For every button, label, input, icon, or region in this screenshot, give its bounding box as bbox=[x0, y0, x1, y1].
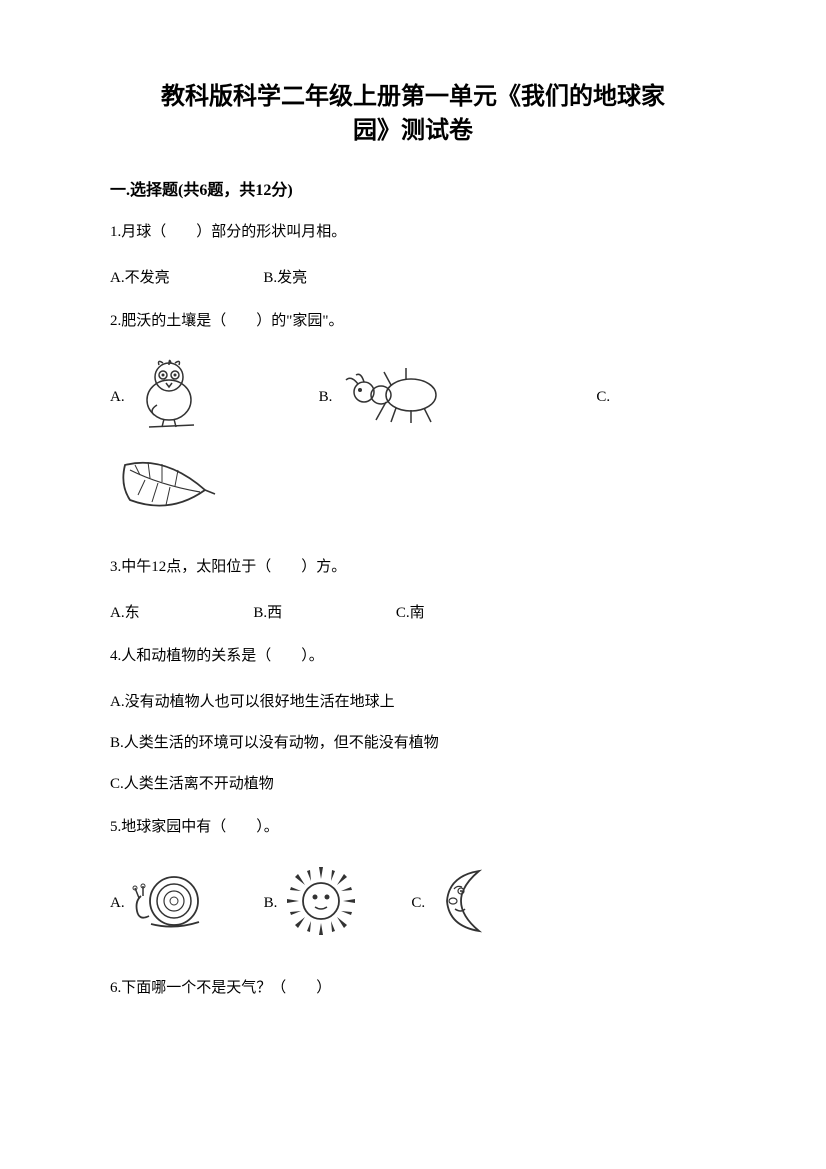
q3-option-c: C.南 bbox=[396, 601, 425, 622]
leaf-icon bbox=[110, 450, 220, 525]
q1-option-a: A.不发亮 bbox=[110, 266, 170, 287]
question-5-options: A. B. bbox=[110, 861, 716, 946]
question-1: 1.月球（ ）部分的形状叫月相。 bbox=[110, 220, 716, 244]
question-2: 2.肥沃的土壤是（ ）的"家园"。 bbox=[110, 309, 716, 333]
q4-option-c: C.人类生活离不开动植物 bbox=[110, 772, 716, 793]
page-title: 教科版科学二年级上册第一单元《我们的地球家 园》测试卷 bbox=[110, 80, 716, 148]
q4-option-b: B.人类生活的环境可以没有动物，但不能没有植物 bbox=[110, 731, 716, 752]
title-line-1: 教科版科学二年级上册第一单元《我们的地球家 bbox=[110, 80, 716, 114]
section-1-header: 一.选择题(共6题，共12分) bbox=[110, 176, 716, 200]
sun-icon bbox=[281, 861, 361, 946]
question-4-options: A.没有动植物人也可以很好地生活在地球上 B.人类生活的环境可以没有动物，但不能… bbox=[110, 690, 716, 793]
question-4: 4.人和动植物的关系是（ ）。 bbox=[110, 644, 716, 668]
q3-option-a: A.东 bbox=[110, 601, 140, 622]
q4-option-a: A.没有动植物人也可以很好地生活在地球上 bbox=[110, 690, 716, 711]
q5-option-b-label: B. bbox=[264, 895, 278, 912]
question-3-options: A.东 B.西 C.南 bbox=[110, 601, 716, 622]
moon-icon bbox=[429, 861, 504, 946]
q5-option-c-label: C. bbox=[411, 895, 425, 912]
q2-option-b-label: B. bbox=[319, 389, 333, 406]
q1-option-b: B.发亮 bbox=[263, 266, 307, 287]
q3-option-b: B.西 bbox=[253, 601, 282, 622]
q5-option-a-label: A. bbox=[110, 895, 125, 912]
q2-option-c-label: C. bbox=[596, 389, 610, 406]
question-2-options-row1: A. B. bbox=[110, 355, 716, 440]
snail-icon bbox=[129, 866, 214, 941]
title-line-2: 园》测试卷 bbox=[110, 114, 716, 148]
ant-icon bbox=[336, 360, 446, 435]
q2-option-a-label: A. bbox=[110, 389, 125, 406]
question-3: 3.中午12点，太阳位于（ ）方。 bbox=[110, 555, 716, 579]
question-5: 5.地球家园中有（ ）。 bbox=[110, 815, 716, 839]
bird-icon bbox=[129, 355, 209, 440]
question-1-options: A.不发亮 B.发亮 bbox=[110, 266, 716, 287]
question-2-options-row2 bbox=[110, 450, 716, 525]
question-6: 6.下面哪一个不是天气？（ ） bbox=[110, 976, 716, 1000]
